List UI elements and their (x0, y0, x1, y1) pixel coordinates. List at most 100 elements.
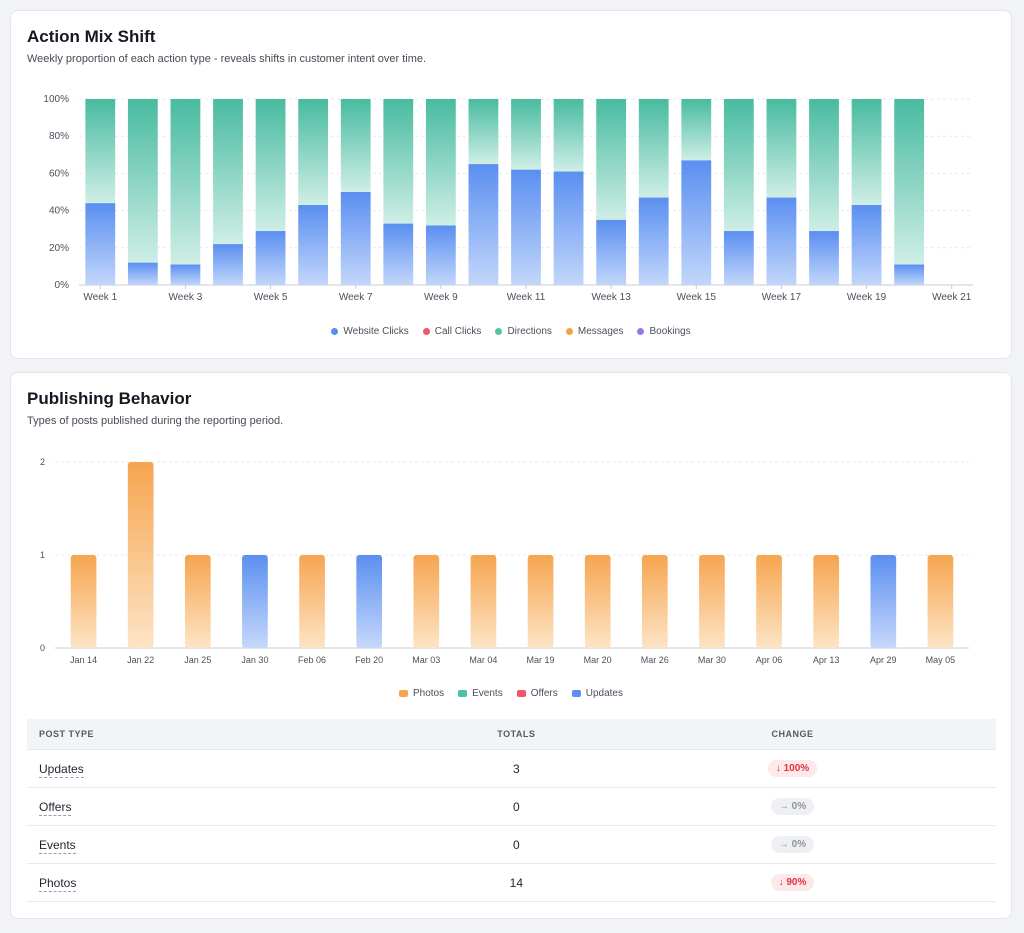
bar-directions[interactable] (85, 99, 116, 204)
x-tick-label: Mar 04 (469, 655, 497, 665)
bar-updates[interactable] (356, 555, 383, 648)
legend-item[interactable]: Website Clicks (331, 326, 409, 337)
bar-website-clicks[interactable] (127, 262, 158, 285)
legend-item[interactable]: Photos (398, 688, 444, 699)
bar-directions[interactable] (468, 99, 499, 165)
bar-directions[interactable] (127, 99, 158, 263)
legend-item[interactable]: Offers (516, 688, 558, 699)
legend-dot-icon (422, 328, 430, 335)
bar-website-clicks[interactable] (553, 171, 584, 285)
bar-photos[interactable] (413, 555, 440, 648)
bar-website-clicks[interactable] (213, 244, 243, 285)
bar-directions[interactable] (766, 99, 797, 198)
bar-photos[interactable] (184, 555, 211, 648)
bar-directions[interactable] (170, 99, 201, 265)
legend-item[interactable]: Messages (565, 326, 623, 337)
bar-website-clicks[interactable] (851, 205, 882, 285)
action-mix-chart: 0% 20% 40% 60% 80% 100% Week 1 Week 3 Week 5 Week… (43, 94, 973, 303)
bar-directions[interactable] (425, 99, 456, 226)
post-type-label[interactable]: Offers (39, 799, 72, 816)
legend-item[interactable]: Updates (571, 688, 623, 699)
x-tick-label: Mar 20 (584, 655, 612, 665)
bar-updates[interactable] (870, 555, 897, 648)
bar-photos[interactable] (756, 555, 782, 648)
totals-cell: 3 (443, 749, 589, 788)
card-title: Publishing Behavior (27, 389, 192, 408)
legend-label: Call Clicks (434, 326, 482, 337)
bar-directions[interactable] (638, 99, 669, 198)
header-change[interactable]: CHANGE (589, 719, 996, 750)
bar-photos[interactable] (527, 555, 554, 648)
bar-directions[interactable] (596, 99, 627, 220)
x-tick-label: Week 13 (591, 292, 631, 303)
legend-swatch-icon (398, 690, 408, 697)
change-badge: → 0% (770, 798, 815, 815)
bar-directions[interactable] (340, 99, 371, 192)
bar-photos[interactable] (127, 462, 154, 648)
bar-website-clicks[interactable] (340, 192, 371, 285)
bar-directions[interactable] (851, 99, 882, 206)
bar-photos[interactable] (641, 555, 668, 648)
bar-website-clicks[interactable] (468, 164, 499, 285)
x-tick-label: Week 21 (932, 292, 972, 303)
header-totals[interactable]: TOTALS (443, 719, 589, 750)
post-type-label[interactable]: Photos (39, 875, 77, 892)
bar-website-clicks[interactable] (383, 223, 414, 285)
change-badge: ↓ 100% (767, 760, 818, 777)
x-tick-label: Apr 13 (813, 655, 840, 665)
table-row: Updates 3 ↓ 100% (27, 749, 996, 788)
bar-website-clicks[interactable] (170, 264, 201, 285)
header-post-type[interactable]: POST TYPE (27, 719, 444, 750)
bar-photos[interactable] (699, 555, 725, 648)
x-tick-label: Feb 06 (298, 655, 326, 665)
bar-website-clicks[interactable] (596, 219, 627, 285)
bar-directions[interactable] (255, 99, 286, 232)
bar-website-clicks[interactable] (894, 264, 925, 285)
legend-item[interactable]: Directions (495, 326, 552, 337)
post-type-label[interactable]: Updates (39, 761, 84, 778)
bar-website-clicks[interactable] (255, 231, 286, 285)
bar-directions[interactable] (809, 99, 839, 232)
bar-website-clicks[interactable] (638, 197, 669, 285)
bar-directions[interactable] (298, 99, 329, 206)
bar-directions[interactable] (383, 99, 414, 224)
legend-item[interactable]: Events (458, 688, 503, 699)
post-type-label[interactable]: Events (39, 837, 76, 854)
change-badge: ↓ 90% (770, 874, 815, 891)
bar-photos[interactable] (813, 555, 840, 648)
bar-photos[interactable] (927, 555, 954, 648)
bar-website-clicks[interactable] (723, 231, 754, 285)
table-row: Events 0 → 0% (27, 825, 996, 864)
totals-cell: 0 (443, 787, 589, 826)
bar-photos[interactable] (470, 555, 497, 648)
bar-website-clicks[interactable] (681, 160, 712, 285)
bar-photos[interactable] (584, 555, 611, 648)
post-type-cell: Events (27, 825, 444, 864)
totals-cell: 14 (443, 863, 589, 902)
legend-swatch-icon (516, 690, 526, 697)
bar-website-clicks[interactable] (298, 205, 329, 285)
bar-directions[interactable] (681, 99, 712, 161)
x-tick-label: Mar 03 (412, 655, 440, 665)
post-type-cell: Offers (27, 787, 444, 826)
bar-photos[interactable] (299, 555, 325, 648)
post-type-cell: Photos (27, 863, 444, 902)
publishing-card: Publishing Behavior Types of posts publi… (10, 372, 1012, 919)
bar-directions[interactable] (723, 99, 754, 232)
bar-directions[interactable] (511, 99, 541, 170)
card-title: Action Mix Shift (27, 27, 156, 46)
card-subtitle: Weekly proportion of each action type - … (27, 53, 427, 65)
bar-website-clicks[interactable] (85, 203, 116, 285)
bar-website-clicks[interactable] (425, 225, 456, 285)
bar-directions[interactable] (894, 99, 925, 265)
bar-updates[interactable] (242, 555, 268, 648)
bar-website-clicks[interactable] (511, 169, 541, 285)
bar-directions[interactable] (213, 99, 243, 245)
legend-item[interactable]: Call Clicks (422, 326, 482, 337)
legend-swatch-icon (458, 690, 468, 697)
bar-website-clicks[interactable] (809, 231, 839, 285)
legend-item[interactable]: Bookings (637, 326, 691, 337)
bar-website-clicks[interactable] (766, 197, 797, 285)
bar-photos[interactable] (70, 555, 97, 648)
bar-directions[interactable] (553, 99, 584, 172)
